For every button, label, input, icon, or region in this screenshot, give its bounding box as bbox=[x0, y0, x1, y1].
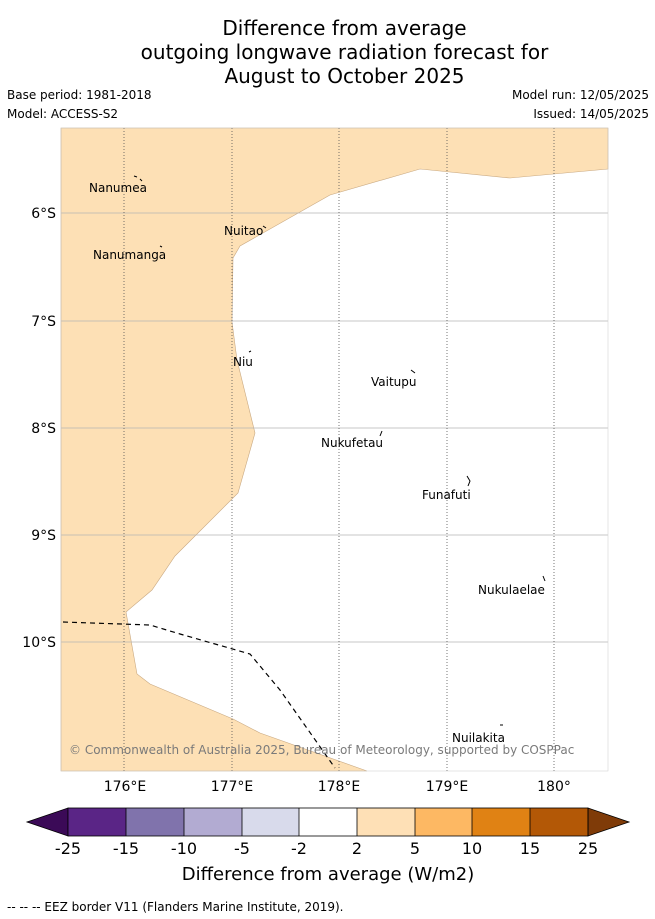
colorbar-ticks: -25 -15 -10 -5 -2 2 5 10 15 25 bbox=[55, 839, 598, 858]
island-funafuti-shape bbox=[466, 475, 471, 487]
lon-grid bbox=[123, 128, 555, 771]
island-label-nanumanga: Nanumanga bbox=[93, 248, 166, 262]
colorbar bbox=[25, 807, 631, 837]
lat-label-8s: 8°S bbox=[31, 421, 56, 437]
lon-label-180: 180° bbox=[537, 779, 571, 795]
colorbar-segment-2 bbox=[126, 808, 184, 836]
colorbar-high-arrow bbox=[587, 807, 631, 837]
colorbar-tick-5: 2 bbox=[352, 839, 362, 858]
lon-label-177e: 177°E bbox=[211, 779, 254, 795]
colorbar-low-arrow bbox=[25, 807, 69, 837]
island-label-nanumea: Nanumea bbox=[89, 181, 147, 195]
model-name: Model: ACCESS-S2 bbox=[7, 107, 119, 121]
island-vaitupu-shape bbox=[410, 369, 416, 374]
colorbar-segment-1 bbox=[68, 808, 126, 836]
island-label-nuitao: Nuitao bbox=[224, 224, 263, 238]
lat-label-10s: 10°S bbox=[22, 635, 56, 651]
island-nukulaelae-shape bbox=[542, 575, 546, 582]
title-line-3: August to October 2025 bbox=[224, 64, 465, 88]
island-nuitao-shape bbox=[262, 225, 267, 229]
title-line-2: outgoing longwave radiation forecast for bbox=[140, 40, 549, 64]
issued-date: Issued: 14/05/2025 bbox=[533, 107, 649, 121]
colorbar-tick-2: -10 bbox=[171, 839, 197, 858]
colorbar-segment-8 bbox=[472, 808, 530, 836]
island-label-nuilakita: Nuilakita bbox=[452, 731, 505, 745]
island-label-niu: Niu bbox=[233, 355, 253, 369]
colorbar-tick-3: -5 bbox=[234, 839, 250, 858]
colorbar-outline bbox=[67, 807, 589, 837]
colorbar-tick-0: -25 bbox=[55, 839, 81, 858]
lon-label-176e: 176°E bbox=[104, 779, 147, 795]
colorbar-segment-5 bbox=[299, 808, 357, 836]
lat-label-6s: 6°S bbox=[31, 206, 56, 222]
map-title: Difference from average outgoing longwav… bbox=[0, 16, 655, 88]
island-shapes bbox=[133, 175, 546, 726]
island-labels: Nanumea Nuitao Nanumanga Niu Vaitupu Nuk… bbox=[89, 181, 545, 745]
colorbar-tick-7: 10 bbox=[462, 839, 482, 858]
island-niu-shape bbox=[248, 350, 252, 353]
lon-labels: 176°E 177°E 178°E 179°E 180° bbox=[104, 779, 571, 795]
title-line-1: Difference from average bbox=[222, 16, 467, 40]
island-label-nukufetau: Nukufetau bbox=[321, 436, 383, 450]
colorbar-dividers bbox=[125, 808, 531, 836]
colorbar-tick-4: -2 bbox=[291, 839, 307, 858]
model-run: Model run: 12/05/2025 bbox=[511, 88, 649, 102]
colorbar-segment-6 bbox=[357, 808, 415, 836]
colorbar-tick-8: 15 bbox=[520, 839, 540, 858]
lat-labels: 6°S 7°S 8°S 9°S 10°S bbox=[22, 206, 56, 651]
lat-grid bbox=[61, 212, 608, 643]
map-frame bbox=[60, 127, 609, 772]
island-nanumea-shape bbox=[133, 175, 143, 182]
island-label-vaitupu: Vaitupu bbox=[371, 375, 417, 389]
lon-label-179e: 179°E bbox=[426, 779, 469, 795]
lon-label-178e: 178°E bbox=[318, 779, 361, 795]
lat-label-9s: 9°S bbox=[31, 528, 56, 544]
copyright-notice: © Commonwealth of Australia 2025, Bureau… bbox=[69, 743, 574, 757]
colorbar-segment-7 bbox=[415, 808, 472, 836]
island-label-nukulaelae: Nukulaelae bbox=[478, 583, 545, 597]
colorbar-segment-4 bbox=[242, 808, 299, 836]
base-period: Base period: 1981-2018 bbox=[7, 88, 152, 102]
eez-border bbox=[62, 621, 336, 769]
colorbar-segment-3 bbox=[184, 808, 242, 836]
colorbar-segment-9 bbox=[530, 808, 588, 836]
island-nukufetau-shape bbox=[379, 430, 383, 437]
anomaly-region bbox=[60, 127, 609, 772]
colorbar-tick-9: 25 bbox=[578, 839, 598, 858]
island-label-funafuti: Funafuti bbox=[422, 488, 471, 502]
colorbar-label: Difference from average (W/m2) bbox=[182, 864, 474, 885]
colorbar-tick-1: -15 bbox=[113, 839, 139, 858]
eez-legend-note: -- -- -- EEZ border V11 (Flanders Marine… bbox=[7, 900, 344, 914]
colorbar-tick-6: 5 bbox=[410, 839, 420, 858]
island-nanumanga-shape bbox=[159, 245, 163, 248]
lat-label-7s: 7°S bbox=[31, 314, 56, 330]
